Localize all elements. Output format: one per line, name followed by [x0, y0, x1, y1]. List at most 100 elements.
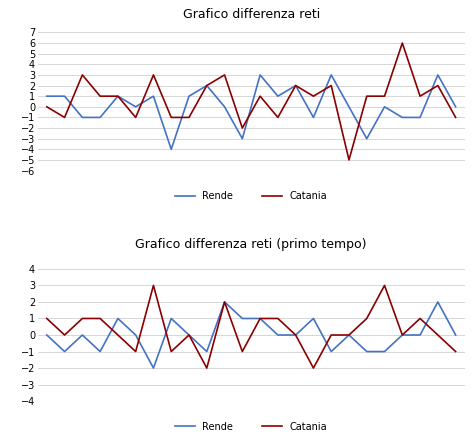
- Catania: [417, 316, 423, 321]
- Catania: [400, 332, 405, 337]
- Rende: [168, 316, 174, 321]
- Catania: [328, 83, 334, 88]
- Catania: [222, 72, 228, 78]
- Rende: [275, 94, 281, 99]
- Rende: [257, 316, 263, 321]
- Rende: [382, 104, 387, 109]
- Line: Rende: Rende: [47, 302, 456, 368]
- Rende: [151, 365, 156, 371]
- Catania: [80, 316, 85, 321]
- Rende: [204, 83, 210, 88]
- Rende: [453, 332, 458, 337]
- Catania: [186, 115, 192, 120]
- Catania: [346, 157, 352, 163]
- Rende: [293, 332, 299, 337]
- Catania: [133, 349, 138, 354]
- Rende: [239, 136, 245, 141]
- Catania: [186, 332, 192, 337]
- Rende: [133, 104, 138, 109]
- Catania: [151, 283, 156, 288]
- Catania: [310, 94, 316, 99]
- Catania: [62, 115, 67, 120]
- Rende: [151, 94, 156, 99]
- Line: Catania: Catania: [47, 286, 456, 368]
- Rende: [257, 72, 263, 78]
- Rende: [222, 104, 228, 109]
- Catania: [97, 94, 103, 99]
- Rende: [186, 332, 192, 337]
- Rende: [435, 72, 441, 78]
- Rende: [44, 332, 50, 337]
- Catania: [435, 83, 441, 88]
- Catania: [62, 332, 67, 337]
- Catania: [275, 115, 281, 120]
- Rende: [115, 316, 121, 321]
- Rende: [346, 332, 352, 337]
- Catania: [346, 332, 352, 337]
- Catania: [133, 115, 138, 120]
- Catania: [293, 332, 299, 337]
- Rende: [115, 94, 121, 99]
- Rende: [204, 349, 210, 354]
- Rende: [80, 332, 85, 337]
- Rende: [400, 115, 405, 120]
- Catania: [204, 83, 210, 88]
- Rende: [435, 300, 441, 305]
- Rende: [186, 94, 192, 99]
- Rende: [328, 349, 334, 354]
- Catania: [168, 349, 174, 354]
- Catania: [364, 94, 370, 99]
- Catania: [239, 126, 245, 131]
- Rende: [80, 115, 85, 120]
- Rende: [310, 316, 316, 321]
- Rende: [417, 115, 423, 120]
- Rende: [222, 300, 228, 305]
- Rende: [346, 104, 352, 109]
- Catania: [275, 316, 281, 321]
- Catania: [417, 94, 423, 99]
- Rende: [44, 94, 50, 99]
- Catania: [222, 300, 228, 305]
- Catania: [453, 115, 458, 120]
- Rende: [275, 332, 281, 337]
- Catania: [382, 94, 387, 99]
- Rende: [97, 349, 103, 354]
- Catania: [80, 72, 85, 78]
- Rende: [62, 94, 67, 99]
- Catania: [115, 94, 121, 99]
- Legend: Rende, Catania: Rende, Catania: [171, 187, 331, 205]
- Catania: [400, 41, 405, 46]
- Catania: [115, 332, 121, 337]
- Catania: [168, 115, 174, 120]
- Rende: [133, 332, 138, 337]
- Catania: [364, 316, 370, 321]
- Catania: [239, 349, 245, 354]
- Rende: [62, 349, 67, 354]
- Catania: [151, 72, 156, 78]
- Catania: [44, 316, 50, 321]
- Catania: [97, 316, 103, 321]
- Line: Rende: Rende: [47, 75, 456, 149]
- Catania: [435, 332, 441, 337]
- Rende: [328, 72, 334, 78]
- Rende: [310, 115, 316, 120]
- Catania: [382, 283, 387, 288]
- Rende: [417, 332, 423, 337]
- Title: Grafico differenza reti: Grafico differenza reti: [182, 8, 320, 20]
- Catania: [257, 94, 263, 99]
- Catania: [44, 104, 50, 109]
- Rende: [364, 349, 370, 354]
- Catania: [293, 83, 299, 88]
- Rende: [400, 332, 405, 337]
- Catania: [310, 365, 316, 371]
- Catania: [257, 316, 263, 321]
- Line: Catania: Catania: [47, 43, 456, 160]
- Rende: [239, 316, 245, 321]
- Rende: [168, 146, 174, 152]
- Rende: [453, 104, 458, 109]
- Rende: [293, 83, 299, 88]
- Catania: [204, 365, 210, 371]
- Rende: [364, 136, 370, 141]
- Catania: [328, 332, 334, 337]
- Rende: [97, 115, 103, 120]
